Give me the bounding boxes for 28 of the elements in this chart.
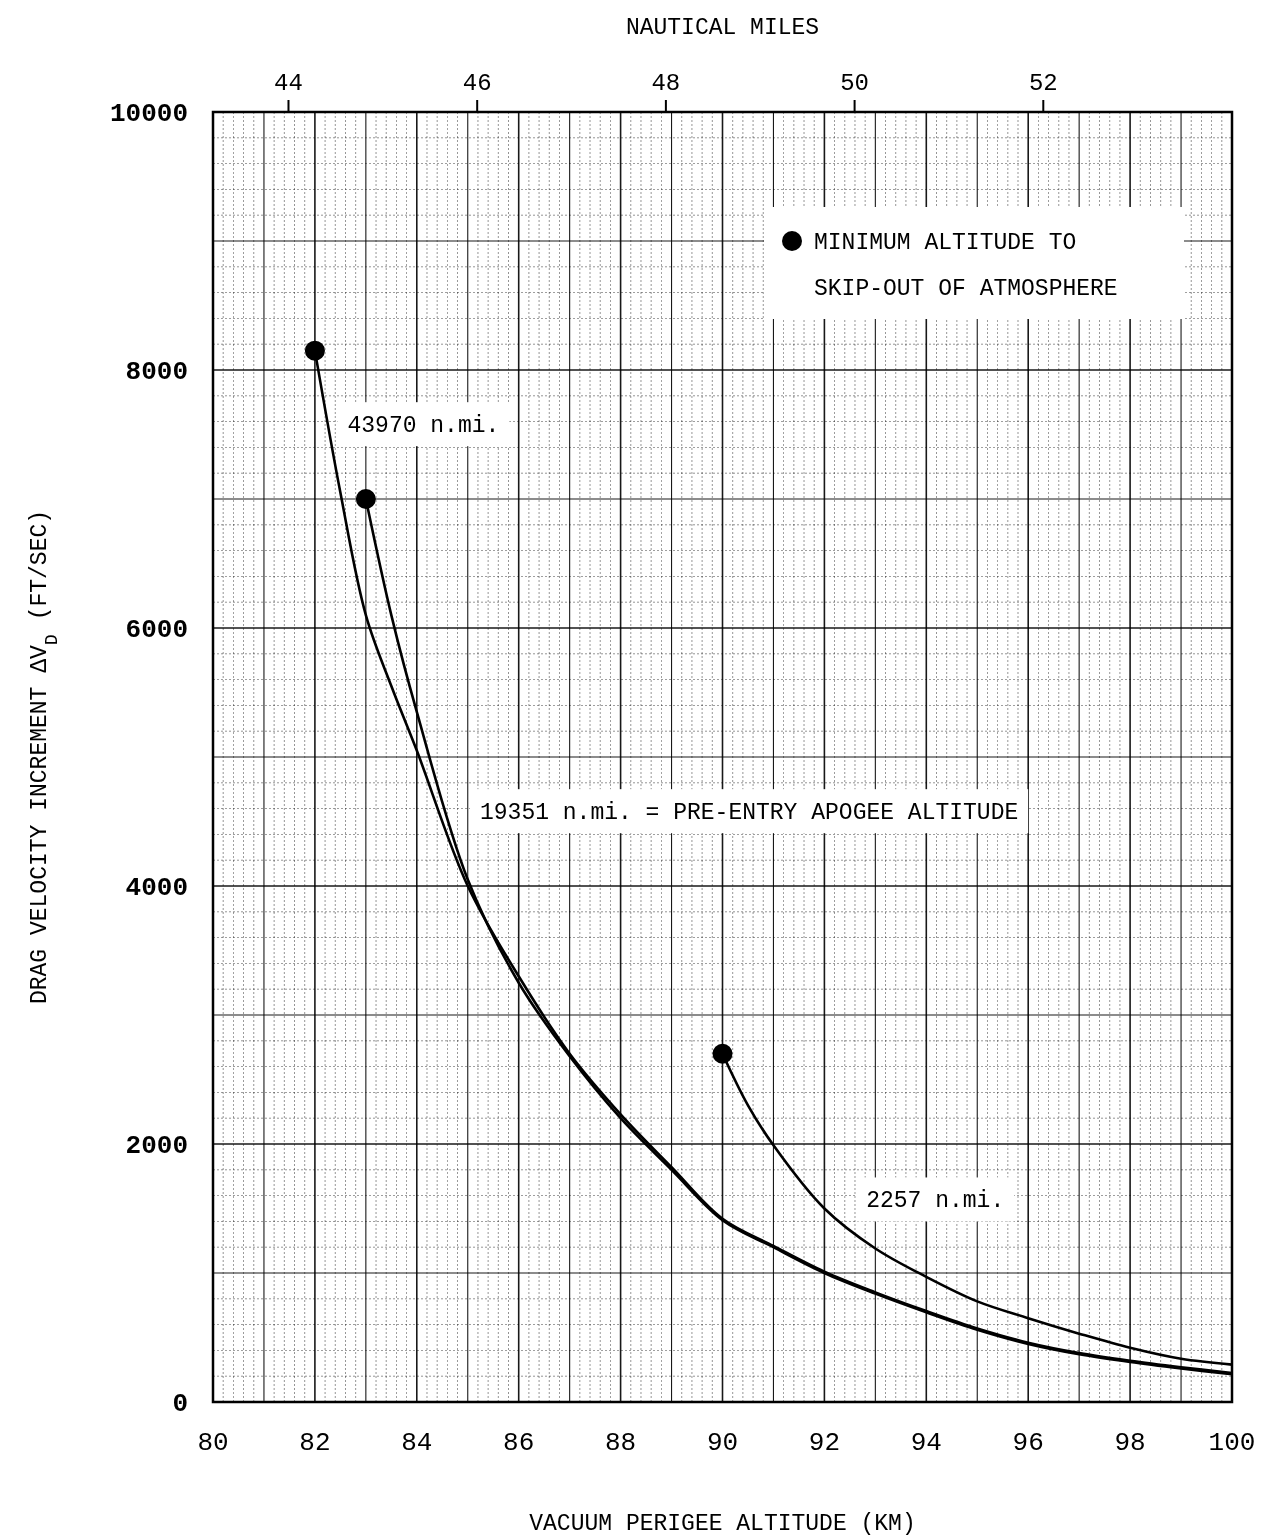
y-tick-label: 6000: [125, 615, 188, 645]
annotation: 43970 n.mi.: [347, 413, 500, 440]
x2-axis-title: NAUTICAL MILES: [625, 15, 820, 41]
y-tick-label: 0: [172, 1389, 188, 1419]
y-tick-label: 8000: [125, 357, 188, 387]
x-tick-label: 86: [503, 1428, 535, 1458]
annotation: 2257 n.mi.: [866, 1188, 1005, 1215]
x2-tick-label: 48: [651, 70, 681, 97]
x-axis-title: VACUUM PERIGEE ALTITUDE (KM): [529, 1511, 916, 1535]
legend-label: MINIMUM ALTITUDE TO SKIP-OUT OF ATMOSPHERE: [814, 230, 1118, 302]
y-tick-label: 4000: [125, 873, 188, 903]
x-tick-label: 98: [1114, 1428, 1146, 1458]
x2-tick-label: 46: [462, 70, 492, 97]
x-tick-label: 84: [401, 1428, 433, 1458]
x-tick-label: 94: [910, 1428, 942, 1458]
annotation: 19351 n.mi. = PRE-ENTRY APOGEE ALTITUDE: [479, 800, 1019, 827]
x2-tick-label: 44: [274, 70, 303, 97]
x-tick-label: 92: [808, 1428, 841, 1458]
x2-tick-label: 52: [1028, 70, 1058, 97]
x-tick-label: 80: [197, 1428, 229, 1458]
x-tick-label: 90: [706, 1428, 739, 1458]
x-tick-label: 88: [604, 1428, 637, 1458]
x2-tick-label: 50: [840, 70, 869, 97]
y-tick-label: 2000: [125, 1131, 188, 1161]
x-tick-label: 82: [299, 1428, 331, 1458]
x-tick-label: 96: [1012, 1428, 1044, 1458]
y-tick-label: 10000: [109, 99, 188, 129]
x-tick-label: 100: [1208, 1428, 1256, 1458]
